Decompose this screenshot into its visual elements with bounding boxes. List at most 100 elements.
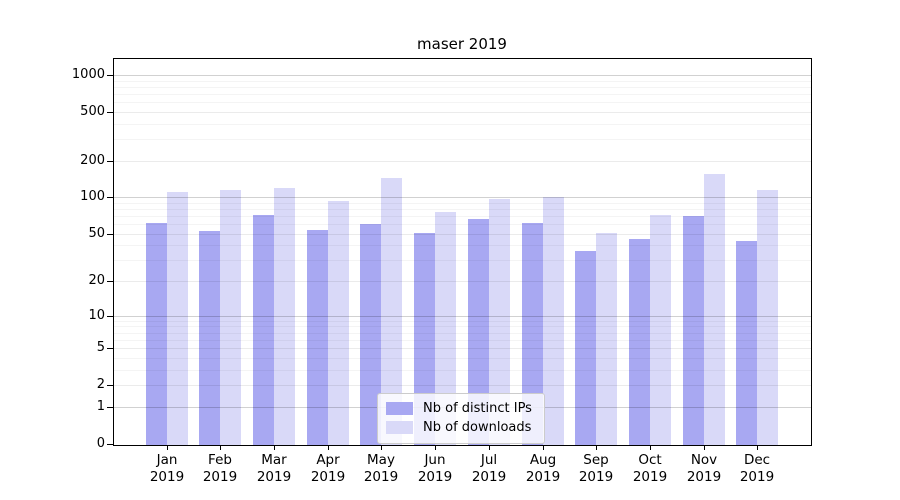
gridline-300 xyxy=(114,139,811,140)
legend-label-distinct-ips: Nb of distinct IPs xyxy=(423,401,532,416)
x-tick-label-nov: Nov 2019 xyxy=(686,452,722,485)
y-tick-label-500: 500 xyxy=(80,104,105,119)
gridline-3 xyxy=(114,370,811,371)
bar-ips-nov xyxy=(682,216,704,445)
x-tick-mark-dec xyxy=(757,445,758,450)
y-tick-mark-2 xyxy=(107,385,113,386)
legend: Nb of distinct IPs Nb of downloads xyxy=(377,393,545,444)
y-tick-mark-0 xyxy=(107,444,113,445)
y-tick-label-5: 5 xyxy=(96,340,105,355)
bar-downloads-oct xyxy=(649,214,671,445)
x-tick-mark-may xyxy=(381,445,382,450)
gridline-9 xyxy=(114,321,811,322)
y-tick-mark-10 xyxy=(107,316,113,317)
gridline-100 xyxy=(114,197,811,198)
y-tick-label-0: 0 xyxy=(96,436,105,451)
x-tick-mark-sep xyxy=(596,445,597,450)
bar-ips-dec xyxy=(736,240,758,445)
gridline-50 xyxy=(114,234,811,235)
gridline-6 xyxy=(114,340,811,341)
gridline-7 xyxy=(114,333,811,334)
bar-ips-oct xyxy=(628,239,650,445)
legend-row-distinct-ips: Nb of distinct IPs xyxy=(378,399,544,418)
y-tick-mark-5 xyxy=(107,348,113,349)
gridline-80 xyxy=(114,209,811,210)
chart-title: maser 2019 xyxy=(417,35,507,53)
legend-row-downloads: Nb of downloads xyxy=(378,418,544,437)
gridline-900 xyxy=(114,81,811,82)
bar-downloads-jul xyxy=(488,198,510,445)
x-tick-mark-mar xyxy=(274,445,275,450)
y-tick-mark-1 xyxy=(107,407,113,408)
bar-ips-aug xyxy=(521,222,543,445)
y-tick-mark-20 xyxy=(107,281,113,282)
y-tick-mark-50 xyxy=(107,234,113,235)
y-tick-label-20: 20 xyxy=(88,273,105,288)
gridline-40 xyxy=(114,245,811,246)
legend-swatch-distinct-ips xyxy=(386,402,413,415)
gridline-1000 xyxy=(114,75,811,76)
bar-ips-sep xyxy=(575,250,597,445)
bar-downloads-jan xyxy=(166,191,188,445)
x-tick-mark-apr xyxy=(328,445,329,450)
bar-downloads-may xyxy=(381,178,403,445)
x-tick-label-dec: Dec 2019 xyxy=(739,452,775,485)
y-tick-mark-100 xyxy=(107,197,113,198)
bar-downloads-dec xyxy=(757,190,779,445)
bar-ips-jun xyxy=(414,232,436,445)
y-tick-label-100: 100 xyxy=(80,189,105,204)
y-tick-label-10: 10 xyxy=(88,308,105,323)
y-tick-mark-1000 xyxy=(107,75,113,76)
gridline-400 xyxy=(114,124,811,125)
bar-downloads-apr xyxy=(327,200,349,445)
bar-ips-jan xyxy=(145,223,167,445)
bar-ips-mar xyxy=(253,214,275,445)
y-tick-mark-500 xyxy=(107,112,113,113)
gridline-90 xyxy=(114,203,811,204)
bar-downloads-aug xyxy=(542,196,564,445)
plot-area xyxy=(113,58,812,446)
legend-swatch-downloads xyxy=(386,421,413,434)
x-tick-mark-jan xyxy=(167,445,168,450)
x-tick-label-jun: Jun 2019 xyxy=(417,452,453,485)
y-tick-mark-200 xyxy=(107,161,113,162)
x-tick-label-may: May 2019 xyxy=(363,452,399,485)
bar-ips-may xyxy=(360,224,382,445)
gridline-8 xyxy=(114,326,811,327)
x-tick-mark-jun xyxy=(435,445,436,450)
gridline-20 xyxy=(114,281,811,282)
bar-downloads-mar xyxy=(274,188,296,445)
gridline-600 xyxy=(114,102,811,103)
gridline-2 xyxy=(114,385,811,386)
y-tick-label-2: 2 xyxy=(96,377,105,392)
x-tick-mark-jul xyxy=(489,445,490,450)
x-tick-label-apr: Apr 2019 xyxy=(310,452,346,485)
y-tick-label-50: 50 xyxy=(88,226,105,241)
y-tick-label-1000: 1000 xyxy=(71,67,105,82)
gridline-60 xyxy=(114,224,811,225)
x-tick-mark-nov xyxy=(704,445,705,450)
x-tick-mark-oct xyxy=(650,445,651,450)
bar-ips-feb xyxy=(199,230,221,445)
bar-downloads-feb xyxy=(220,190,242,445)
bar-downloads-jun xyxy=(435,211,457,445)
legend-label-downloads: Nb of downloads xyxy=(423,420,532,435)
x-tick-label-aug: Aug 2019 xyxy=(525,452,561,485)
bar-downloads-sep xyxy=(596,232,618,445)
bar-downloads-nov xyxy=(703,173,725,445)
gridline-200 xyxy=(114,161,811,162)
gridline-500 xyxy=(114,112,811,113)
x-tick-mark-feb xyxy=(220,445,221,450)
bar-ips-jul xyxy=(467,219,489,445)
x-tick-label-jul: Jul 2019 xyxy=(471,452,507,485)
gridline-70 xyxy=(114,216,811,217)
gridline-30 xyxy=(114,260,811,261)
gridline-5 xyxy=(114,348,811,349)
x-tick-label-sep: Sep 2019 xyxy=(578,452,614,485)
x-tick-mark-aug xyxy=(543,445,544,450)
x-tick-label-oct: Oct 2019 xyxy=(632,452,668,485)
y-tick-label-1: 1 xyxy=(96,399,105,414)
gridline-700 xyxy=(114,94,811,95)
gridline-4 xyxy=(114,358,811,359)
gridline-10 xyxy=(114,316,811,317)
